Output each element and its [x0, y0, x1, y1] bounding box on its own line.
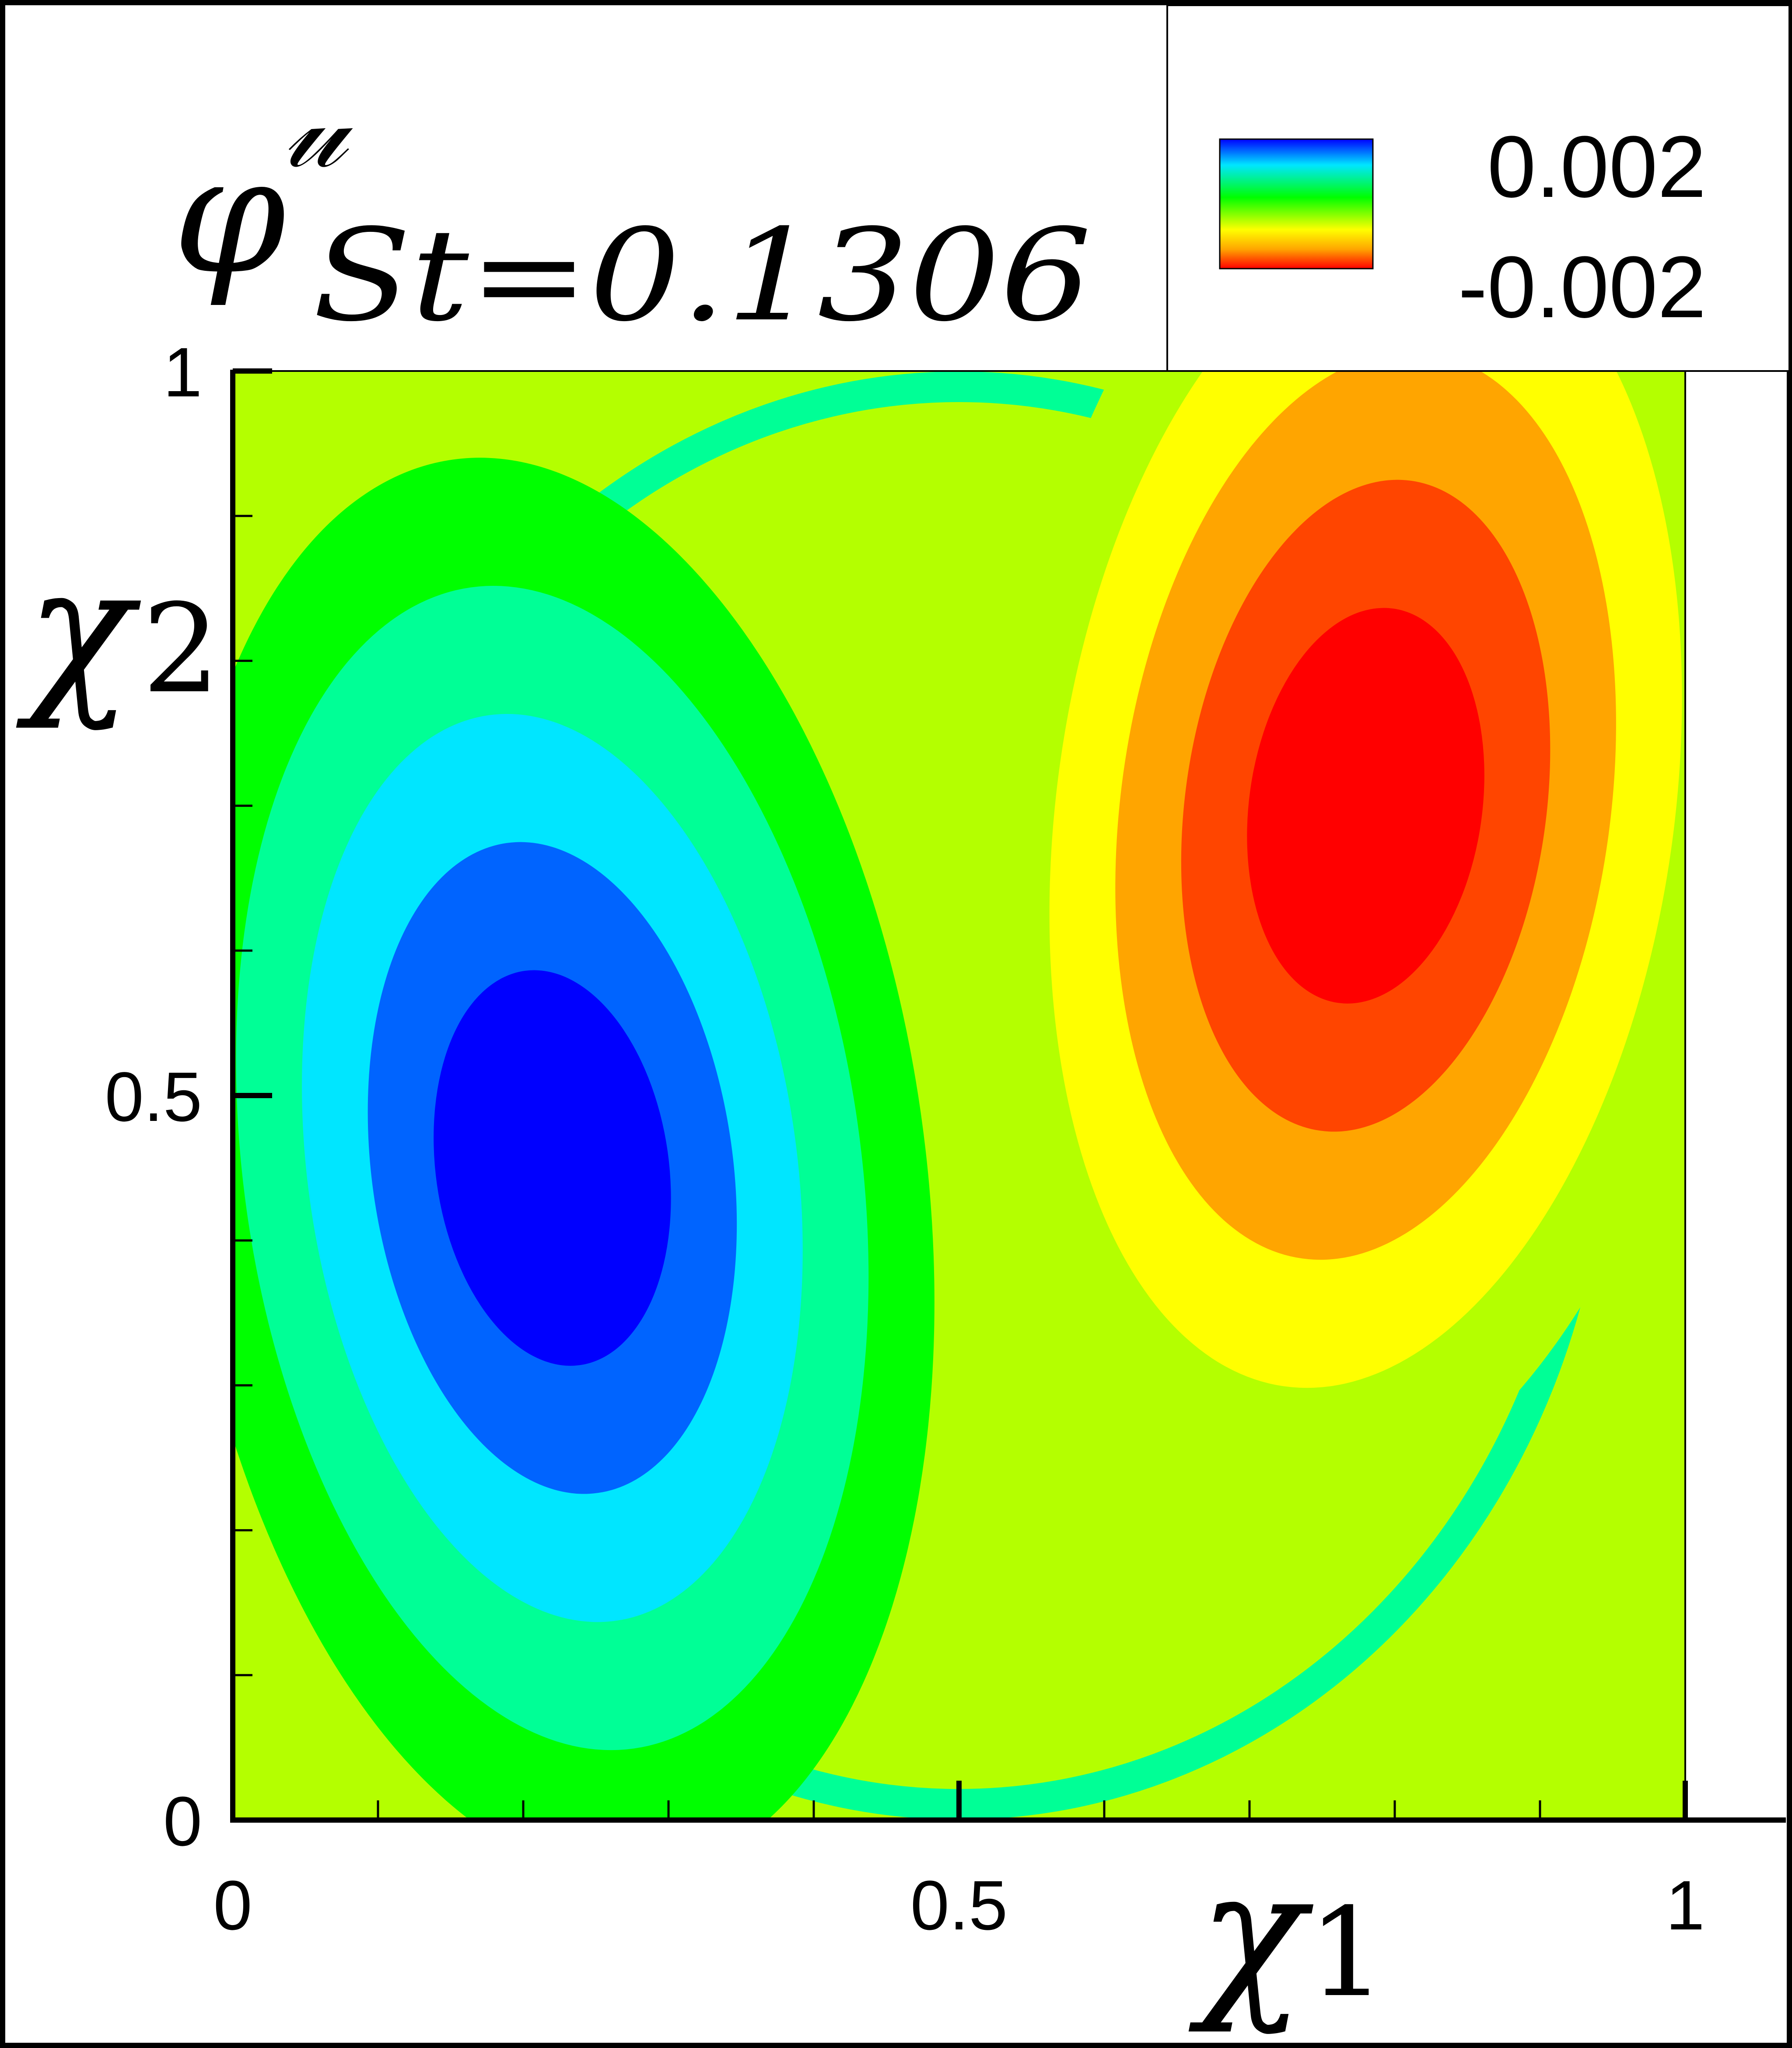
x-tick-label-0.5: 0.5 — [910, 1866, 1008, 1944]
heatmap-field — [233, 371, 1685, 1820]
colorbar-min-label: -0.002 — [1458, 238, 1706, 336]
contour-band-1-4 — [1247, 608, 1484, 1004]
colorbar-legend: 0.002 -0.002 — [1166, 4, 1790, 372]
x-axis-label-symbol: χ — [1188, 1833, 1314, 2037]
colorbar-swatch — [1219, 138, 1374, 270]
y-axis-label-symbol: χ — [15, 529, 141, 733]
y-tick-label-1: 1 — [163, 333, 202, 411]
x-tick-label-1: 1 — [1666, 1866, 1705, 1944]
y-tick-label-0: 0 — [163, 1782, 202, 1860]
contour-band-0-4 — [434, 970, 671, 1366]
title-subscript: St=0.1306 — [313, 202, 1092, 350]
x-axis-label-subscript: 1 — [1308, 1882, 1386, 2024]
title-superscript: 𝓊 — [284, 65, 354, 192]
colorbar-max-label: 0.002 — [1488, 118, 1707, 216]
title-symbol: φ — [173, 122, 287, 310]
y-axis-label-subscript: 2 — [142, 578, 220, 721]
axis-ticks — [230, 368, 1688, 1823]
x-tick-label-0: 0 — [214, 1866, 252, 1944]
y-tick-label-0.5: 0.5 — [105, 1057, 202, 1136]
